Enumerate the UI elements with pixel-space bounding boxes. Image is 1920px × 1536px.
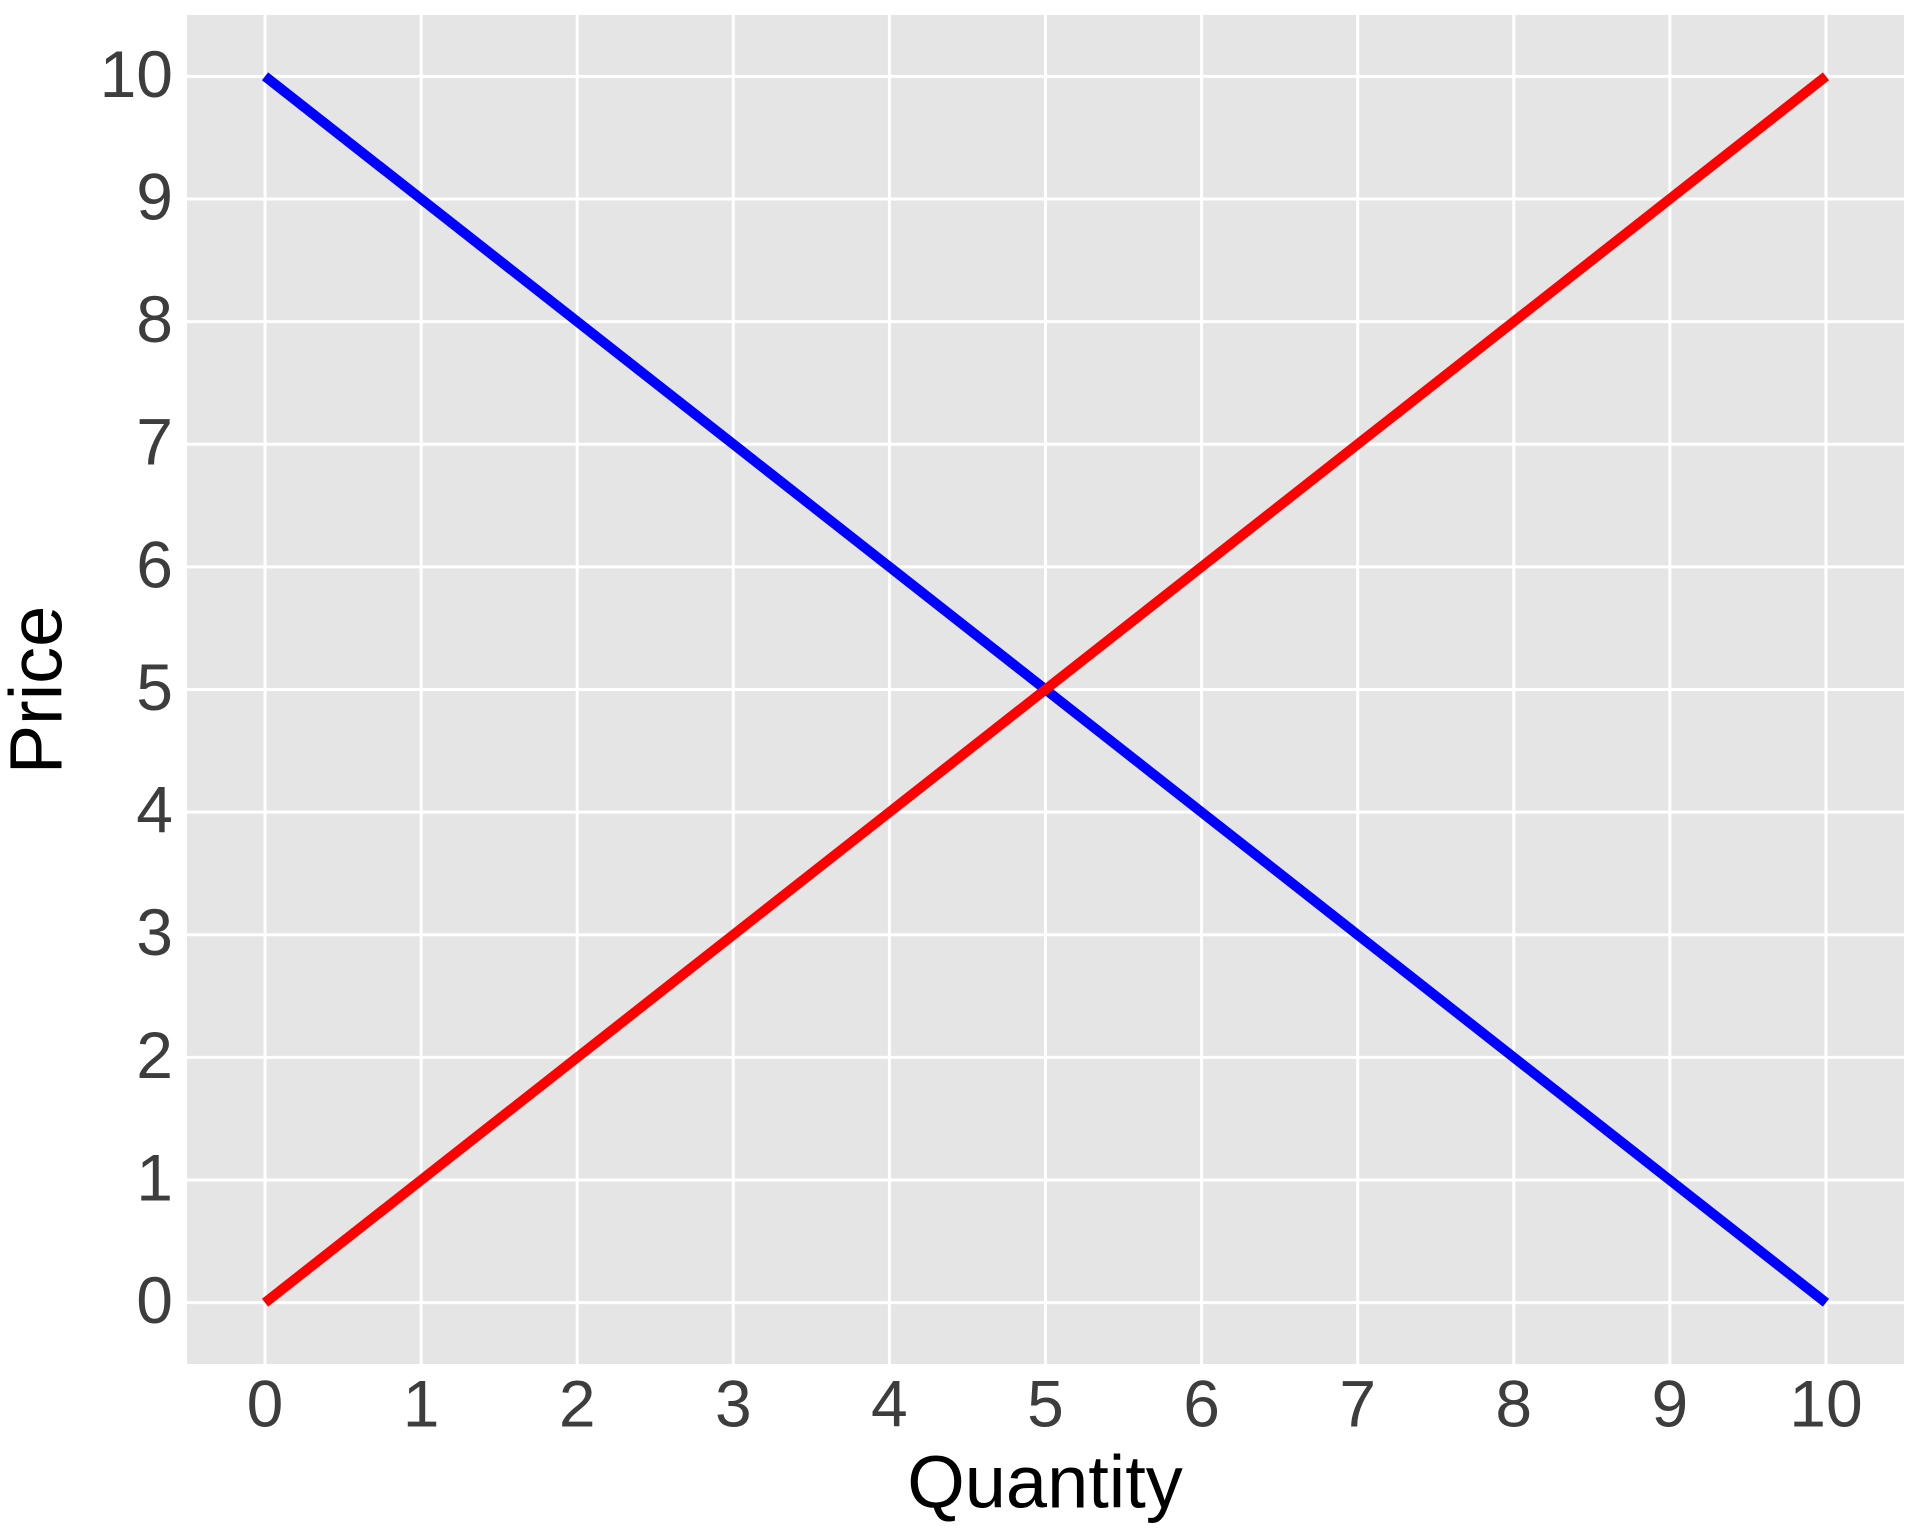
x-tick-label: 0 — [247, 1366, 284, 1440]
y-tick-label: 3 — [136, 895, 173, 969]
lines — [261, 72, 1830, 1307]
x-tick-label: 6 — [1183, 1366, 1220, 1440]
y-tick-label: 7 — [136, 405, 173, 479]
y-tick-label: 5 — [136, 650, 173, 724]
y-tick-label: 2 — [136, 1018, 173, 1092]
x-tick-label: 2 — [559, 1366, 596, 1440]
y-axis-title: Price — [0, 606, 78, 775]
x-tick-label: 9 — [1652, 1366, 1689, 1440]
grid — [187, 15, 1904, 1364]
x-tick-label: 1 — [403, 1366, 440, 1440]
series-line — [261, 72, 1830, 1307]
labels: 0 1 2 3 4 5 6 7 8 9 10 0 1 2 3 4 5 6 7 8 9 10 — [100, 37, 1863, 1441]
y-tick-label: 1 — [136, 1140, 173, 1214]
y-tick-label: 9 — [136, 159, 173, 233]
x-tick-label: 7 — [1339, 1366, 1376, 1440]
x-tick-label: 4 — [871, 1366, 908, 1440]
x-tick-label: 3 — [715, 1366, 752, 1440]
y-tick-label: 6 — [136, 527, 173, 601]
x-tick-label: 10 — [1789, 1366, 1862, 1440]
y-tick-label: 8 — [136, 282, 173, 356]
y-tick-label: 10 — [100, 37, 173, 111]
x-axis-title: Quantity — [907, 1441, 1183, 1524]
y-tick-label: 4 — [136, 773, 173, 847]
x-tick-label: 8 — [1495, 1366, 1532, 1440]
x-tick-label: 5 — [1027, 1366, 1064, 1440]
y-tick-label: 0 — [136, 1263, 173, 1337]
